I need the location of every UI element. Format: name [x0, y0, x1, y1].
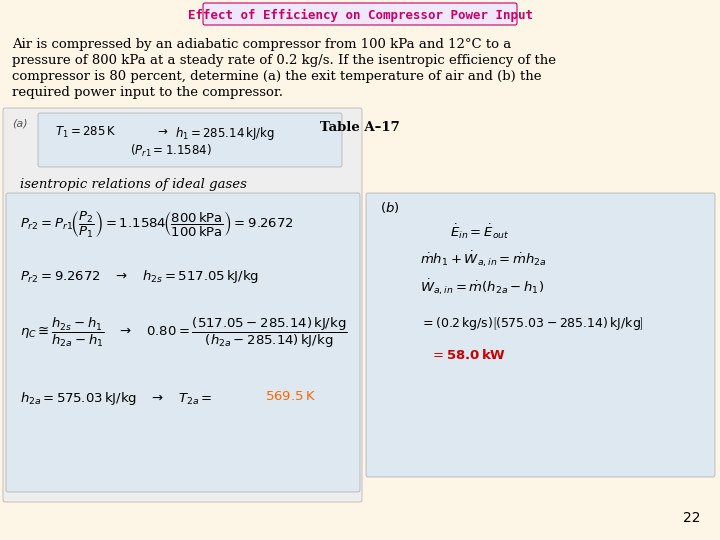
Text: $T_1 = 285\,\mathrm{K}$: $T_1 = 285\,\mathrm{K}$ — [55, 125, 117, 140]
FancyBboxPatch shape — [6, 193, 360, 492]
Text: $= (0.2\,\mathrm{kg/s})\left[(575.03-285.14)\,\mathrm{kJ/kg}\right]$: $= (0.2\,\mathrm{kg/s})\left[(575.03-285… — [420, 315, 644, 332]
Text: Effect of Efficiency on Compressor Power Input: Effect of Efficiency on Compressor Power… — [187, 9, 533, 22]
Text: Table A–17: Table A–17 — [320, 121, 400, 134]
FancyBboxPatch shape — [203, 3, 517, 25]
FancyBboxPatch shape — [3, 108, 362, 502]
FancyBboxPatch shape — [38, 113, 342, 167]
Text: $\dot{m}h_1 + \dot{W}_{a,in} = \dot{m}h_{2a}$: $\dot{m}h_1 + \dot{W}_{a,in} = \dot{m}h_… — [420, 250, 546, 270]
Text: $P_{r2} = 9.2672 \quad \rightarrow \quad h_{2s} = 517.05\,\mathrm{kJ/kg}$: $P_{r2} = 9.2672 \quad \rightarrow \quad… — [20, 268, 259, 285]
Text: (a): (a) — [12, 118, 27, 128]
Text: $h_1 = 285.14\,\mathrm{kJ/kg}$: $h_1 = 285.14\,\mathrm{kJ/kg}$ — [175, 125, 275, 142]
FancyBboxPatch shape — [366, 193, 715, 477]
Text: $= \mathbf{58.0\,kW}$: $= \mathbf{58.0\,kW}$ — [430, 348, 506, 362]
Text: required power input to the compressor.: required power input to the compressor. — [12, 86, 283, 99]
Text: 22: 22 — [683, 511, 700, 525]
Text: compressor is 80 percent, determine (a) the exit temperature of air and (b) the: compressor is 80 percent, determine (a) … — [12, 70, 541, 83]
Text: $\rightarrow$: $\rightarrow$ — [155, 125, 168, 138]
Text: $h_{2a} = 575.03\,\mathrm{kJ/kg} \quad \rightarrow \quad T_{2a} = $: $h_{2a} = 575.03\,\mathrm{kJ/kg} \quad \… — [20, 390, 212, 407]
Text: Air is compressed by an adiabatic compressor from 100 kPa and 12°C to a: Air is compressed by an adiabatic compre… — [12, 38, 511, 51]
Text: $(P_{r1} = 1.1584)$: $(P_{r1} = 1.1584)$ — [130, 143, 212, 159]
Text: isentropic relations of ideal gases: isentropic relations of ideal gases — [20, 178, 247, 191]
Text: $(b)$: $(b)$ — [380, 200, 400, 215]
Text: $\dot{W}_{a,in} = \dot{m}(h_{2a}-h_1)$: $\dot{W}_{a,in} = \dot{m}(h_{2a}-h_1)$ — [420, 278, 544, 298]
Text: $569.5\,\mathrm{K}$: $569.5\,\mathrm{K}$ — [265, 390, 316, 403]
Text: $\eta_C \cong \dfrac{h_{2s}-h_1}{h_{2a}-h_1} \quad \rightarrow \quad 0.80 = \dfr: $\eta_C \cong \dfrac{h_{2s}-h_1}{h_{2a}-… — [20, 316, 348, 350]
Text: pressure of 800 kPa at a steady rate of 0.2 kg/s. If the isentropic efficiency o: pressure of 800 kPa at a steady rate of … — [12, 54, 556, 67]
Text: $P_{r2} = P_{r1}\!\left(\dfrac{P_2}{P_1}\right) = 1.1584\!\left(\dfrac{800\,\mat: $P_{r2} = P_{r1}\!\left(\dfrac{P_2}{P_1}… — [20, 210, 294, 240]
Text: $\dot{E}_{in} = \dot{E}_{out}$: $\dot{E}_{in} = \dot{E}_{out}$ — [450, 222, 510, 241]
